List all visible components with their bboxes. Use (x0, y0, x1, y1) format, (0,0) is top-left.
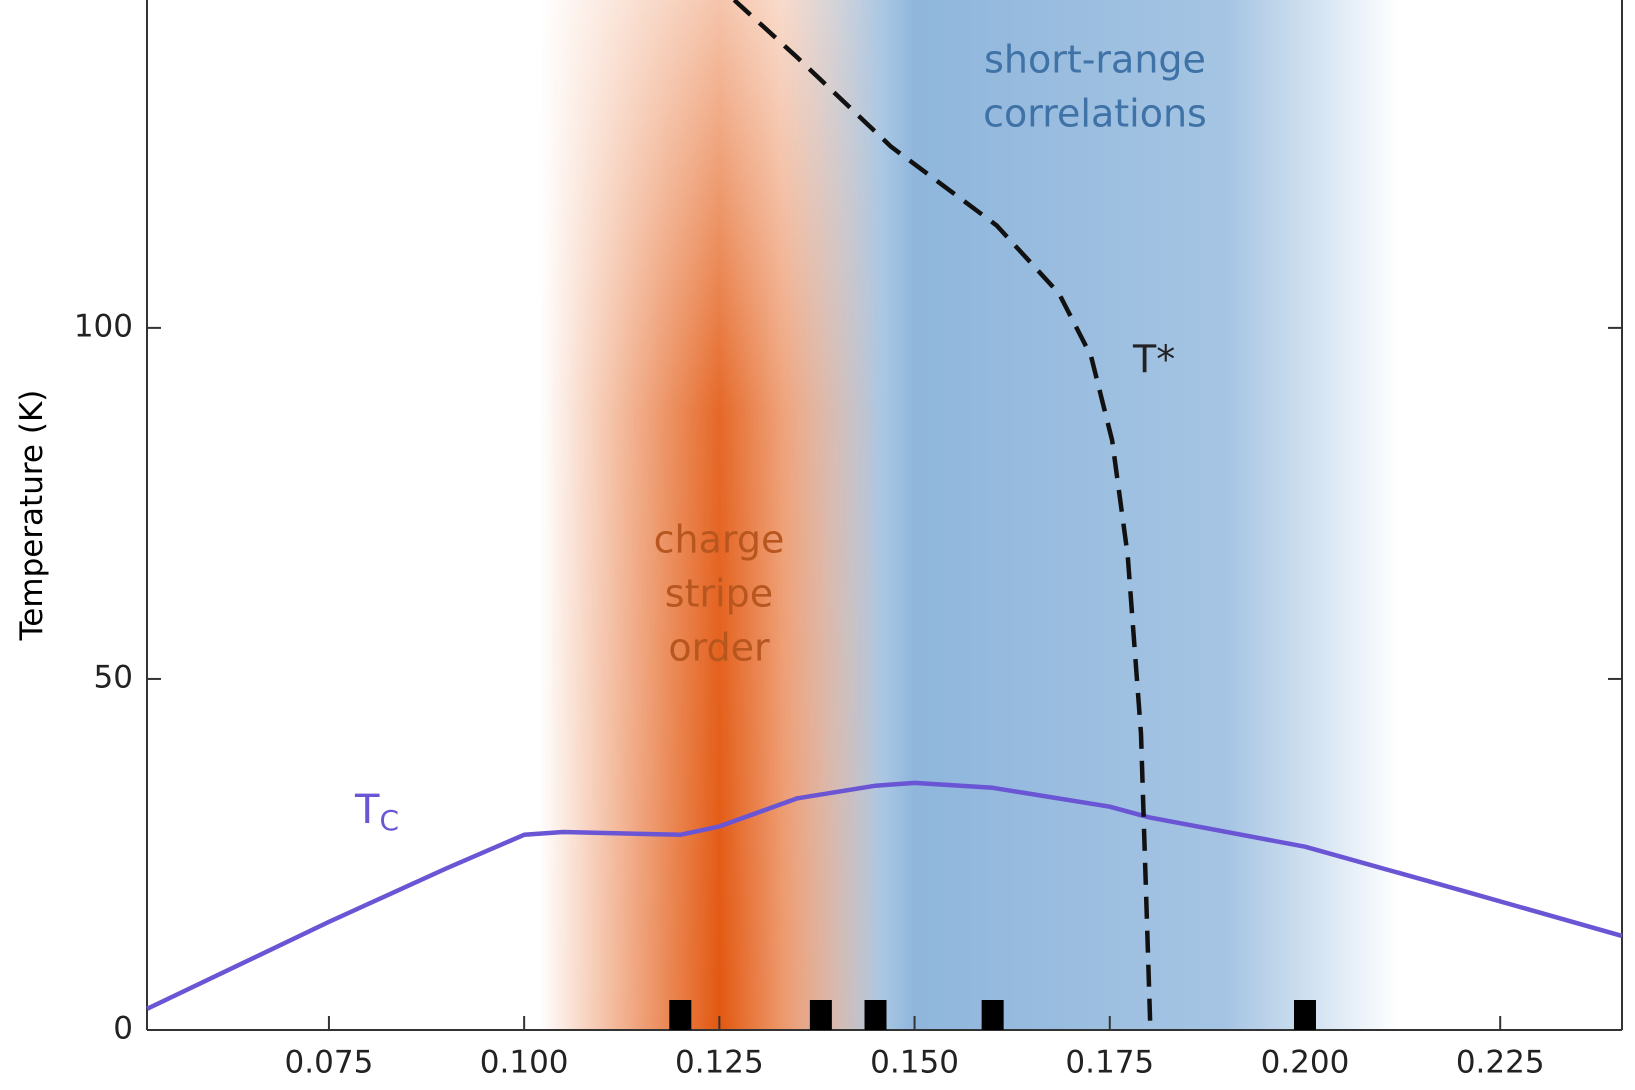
line (146, 780, 1623, 1011)
region-label: short-range (984, 38, 1206, 82)
y-axis-label: Temperature (K) (14, 390, 50, 642)
region (781, 0, 1399, 1030)
marker (981, 1000, 1004, 1030)
region-label: order (668, 626, 770, 670)
marker (809, 1000, 832, 1030)
marker (669, 1000, 692, 1030)
y-tick-label: 100 (74, 308, 133, 344)
line-label: T* (1132, 338, 1175, 382)
line-label: TC (354, 787, 399, 837)
marker (864, 1000, 887, 1030)
x-tick-label: 0.075 (285, 1045, 374, 1081)
x-tick-label: 0.125 (675, 1045, 764, 1081)
region (539, 0, 884, 1030)
x-tick-label: 0.100 (480, 1045, 569, 1081)
line (732, 0, 1153, 1031)
marker (1293, 1000, 1316, 1030)
region-label: stripe (665, 572, 773, 616)
x-tick-label: 0.150 (870, 1045, 959, 1081)
x-tick-label: 0.200 (1261, 1045, 1350, 1081)
region-label: charge (654, 518, 785, 562)
region-label: correlations (983, 92, 1207, 136)
x-tick-label: 0.225 (1456, 1045, 1545, 1081)
y-tick-label: 50 (94, 659, 133, 695)
x-tick-label: 0.175 (1065, 1045, 1154, 1081)
y-tick-label: 0 (113, 1011, 133, 1047)
